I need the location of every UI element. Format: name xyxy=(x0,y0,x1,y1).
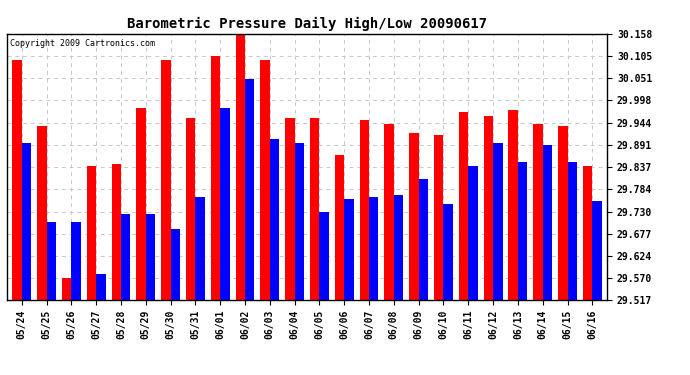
Bar xyxy=(409,133,419,300)
Bar xyxy=(444,204,453,300)
Bar xyxy=(434,135,444,300)
Bar xyxy=(394,195,403,300)
Bar xyxy=(469,166,477,300)
Bar xyxy=(62,278,71,300)
Bar xyxy=(195,197,205,300)
Bar xyxy=(112,164,121,300)
Bar xyxy=(493,143,502,300)
Bar xyxy=(12,60,22,300)
Bar xyxy=(543,145,552,300)
Bar xyxy=(583,166,592,300)
Bar xyxy=(245,80,255,300)
Bar xyxy=(170,229,180,300)
Title: Barometric Pressure Daily High/Low 20090617: Barometric Pressure Daily High/Low 20090… xyxy=(127,17,487,31)
Bar xyxy=(211,56,220,300)
Bar xyxy=(518,162,527,300)
Bar xyxy=(335,156,344,300)
Bar xyxy=(137,108,146,300)
Bar xyxy=(161,60,170,300)
Bar xyxy=(459,112,469,300)
Bar xyxy=(220,108,230,300)
Bar xyxy=(592,201,602,300)
Bar xyxy=(310,118,319,300)
Bar xyxy=(319,211,329,300)
Bar xyxy=(270,139,279,300)
Bar xyxy=(295,143,304,300)
Bar xyxy=(186,118,195,300)
Bar xyxy=(96,274,106,300)
Bar xyxy=(369,197,379,300)
Bar xyxy=(47,222,56,300)
Bar xyxy=(509,110,518,300)
Bar xyxy=(384,124,394,300)
Bar xyxy=(71,222,81,300)
Bar xyxy=(419,179,428,300)
Bar xyxy=(558,126,567,300)
Bar xyxy=(484,116,493,300)
Bar xyxy=(121,214,130,300)
Bar xyxy=(285,118,295,300)
Bar xyxy=(260,60,270,300)
Bar xyxy=(533,124,543,300)
Bar xyxy=(37,126,47,300)
Bar xyxy=(344,199,354,300)
Bar xyxy=(235,35,245,300)
Bar xyxy=(22,143,31,300)
Bar xyxy=(87,166,96,300)
Bar xyxy=(567,162,577,300)
Bar xyxy=(146,214,155,300)
Bar xyxy=(359,120,369,300)
Text: Copyright 2009 Cartronics.com: Copyright 2009 Cartronics.com xyxy=(10,39,155,48)
